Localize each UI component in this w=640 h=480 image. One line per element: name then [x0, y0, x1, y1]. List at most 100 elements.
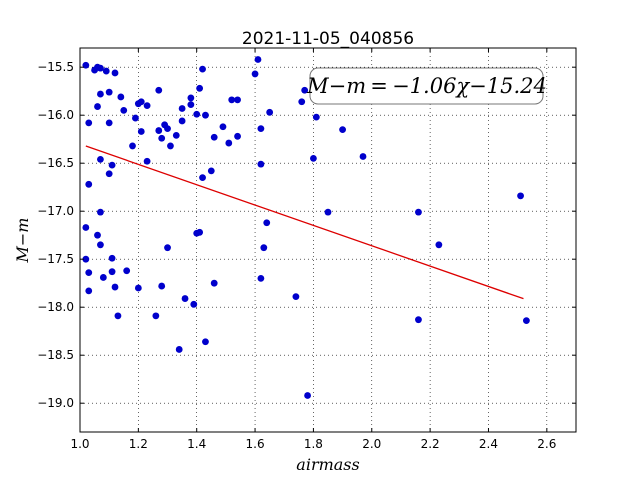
data-point — [97, 241, 104, 249]
x-tick-label: 2.6 — [537, 437, 556, 451]
data-point — [207, 167, 215, 175]
data-point — [137, 98, 145, 106]
data-point — [234, 132, 241, 140]
x-tick-label: 1.2 — [129, 437, 148, 451]
data-point — [193, 110, 201, 118]
data-point — [210, 133, 218, 141]
data-point — [517, 192, 524, 200]
data-point — [359, 153, 367, 160]
data-point — [187, 101, 195, 109]
data-point — [111, 283, 119, 291]
data-point — [105, 119, 113, 127]
data-point — [257, 125, 265, 133]
data-point — [102, 67, 110, 75]
data-point — [196, 84, 204, 92]
data-point — [108, 161, 116, 169]
data-point — [105, 88, 113, 96]
data-point — [339, 126, 346, 133]
data-point — [108, 268, 116, 276]
annotation-box — [309, 67, 544, 105]
data-point — [137, 128, 145, 135]
y-tick-label: −17.5 — [37, 252, 74, 266]
y-tick-label: −16.5 — [37, 156, 74, 170]
data-point — [199, 174, 206, 182]
data-point — [167, 142, 174, 150]
data-point — [415, 208, 422, 216]
data-point — [152, 312, 160, 320]
data-point — [155, 86, 163, 94]
y-tick-label: −15.5 — [37, 60, 74, 74]
data-point — [187, 94, 195, 102]
data-point — [324, 208, 332, 216]
data-point — [202, 111, 209, 119]
x-tick-label: 1.6 — [246, 437, 265, 451]
data-point — [435, 241, 443, 249]
x-tick-label: 1.8 — [304, 437, 323, 451]
data-point — [199, 65, 206, 73]
data-point — [94, 103, 101, 110]
data-point — [85, 287, 93, 295]
data-point — [85, 269, 93, 277]
data-point — [196, 228, 204, 236]
data-point — [202, 338, 209, 346]
data-point — [85, 119, 93, 127]
plot-frame — [79, 47, 577, 433]
data-point — [99, 274, 107, 281]
fit-equation-annotation: M−m = −1.06χ−15.24 — [306, 74, 547, 98]
data-point — [415, 316, 422, 324]
axis-ticks — [79, 48, 576, 432]
data-point — [85, 180, 93, 188]
data-point — [219, 123, 227, 131]
data-point — [94, 231, 101, 239]
data-points — [82, 56, 530, 399]
fit-line-group — [85, 145, 524, 300]
data-point — [225, 139, 233, 147]
data-point — [129, 142, 136, 150]
x-tick-label: 1.4 — [187, 437, 206, 451]
y-tick-labels: −15.5 −16.0 −16.5 −17.0 −17.5 −18.0 −18.5 −19.0 — [37, 60, 74, 410]
data-point — [97, 90, 104, 98]
x-tick-labels: 1.0 1.2 1.4 1.6 1.8 2.0 2.2 2.4 2.6 — [70, 437, 556, 451]
data-point — [210, 279, 218, 287]
data-point — [263, 219, 271, 227]
data-point — [164, 125, 171, 133]
data-point — [97, 155, 104, 163]
data-point — [298, 98, 306, 106]
data-point — [143, 157, 151, 165]
y-tick-label: −17.0 — [37, 204, 74, 218]
data-point — [254, 56, 262, 63]
data-point — [178, 105, 186, 112]
data-point — [260, 244, 268, 252]
x-tick-label: 2.0 — [362, 437, 381, 451]
data-point — [155, 127, 163, 134]
data-point — [312, 113, 320, 121]
data-point — [257, 160, 265, 168]
x-tick-label: 1.0 — [70, 437, 89, 451]
data-point — [111, 69, 119, 77]
data-point — [158, 134, 166, 142]
data-point — [523, 317, 530, 325]
fit-line — [85, 145, 524, 300]
data-point — [228, 96, 236, 104]
y-tick-label: −18.0 — [37, 300, 74, 314]
data-point — [117, 93, 125, 101]
data-point — [97, 208, 104, 216]
data-point — [143, 102, 151, 109]
data-point — [178, 117, 186, 125]
data-point — [181, 295, 189, 302]
data-point — [108, 254, 116, 262]
x-tick-label: 2.4 — [479, 437, 498, 451]
data-point — [82, 224, 90, 231]
data-point — [164, 244, 171, 252]
data-point — [190, 300, 198, 308]
data-point — [251, 70, 259, 78]
data-point — [120, 107, 128, 114]
data-point — [266, 108, 274, 116]
y-tick-label: −16.0 — [37, 108, 74, 122]
y-axis-label: M−m — [13, 218, 32, 264]
data-point — [82, 61, 90, 69]
data-point — [114, 312, 122, 320]
data-point — [97, 64, 104, 72]
data-point — [292, 293, 300, 301]
